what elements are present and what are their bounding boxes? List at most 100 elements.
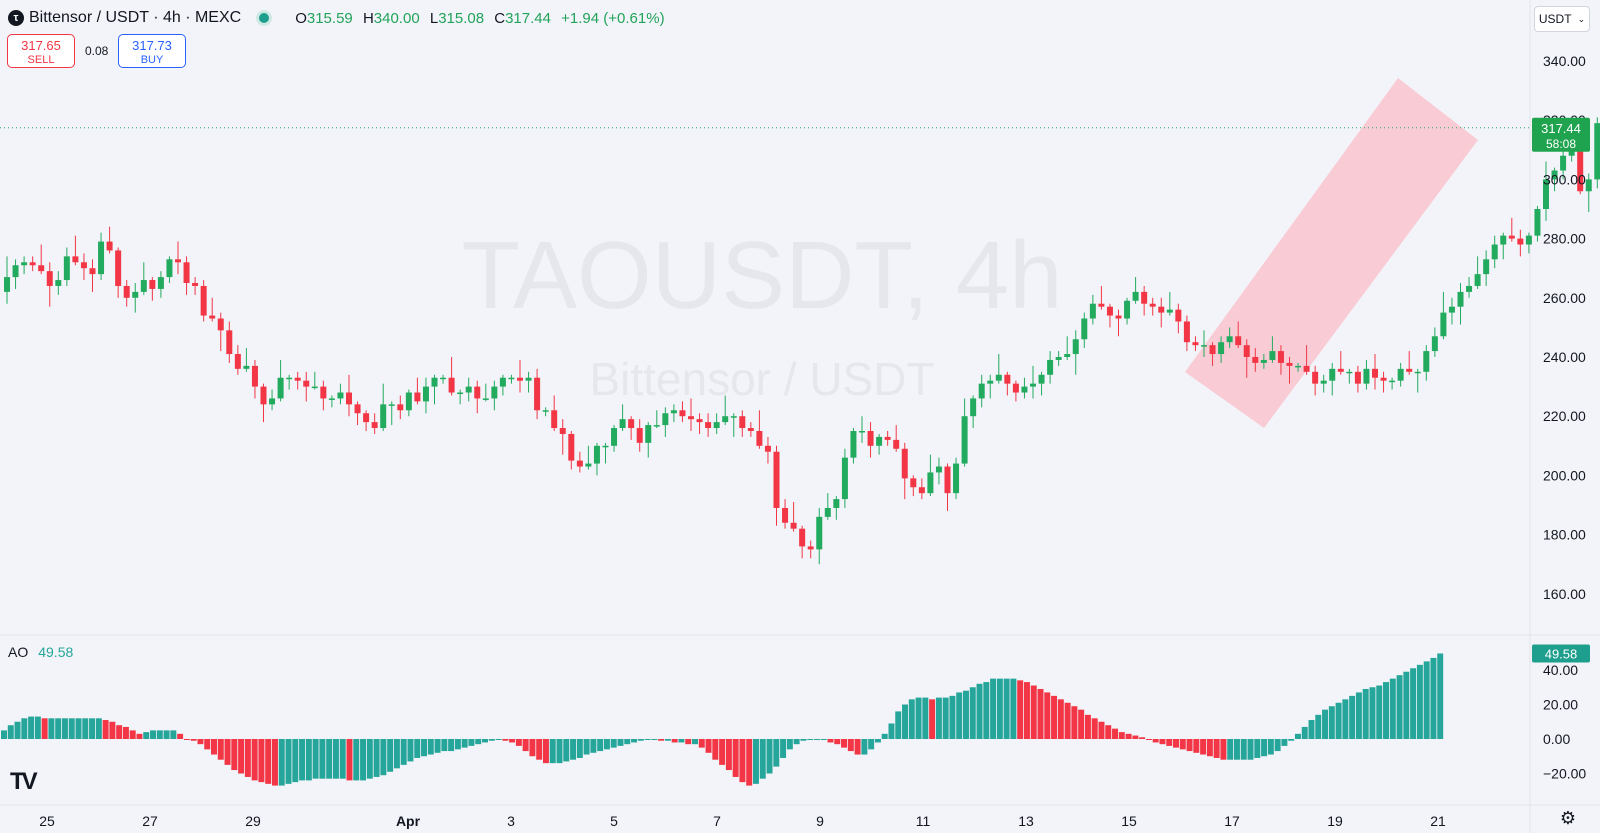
candle-body <box>1303 365 1310 372</box>
candle-body <box>987 380 994 384</box>
ao-bar <box>1084 714 1091 739</box>
candle <box>551 395 558 431</box>
candle-body <box>1372 368 1378 378</box>
candle-body <box>816 516 823 550</box>
candle-body <box>1448 306 1455 313</box>
tradingview-logo-icon[interactable]: TV <box>10 768 38 795</box>
candle <box>1354 365 1361 393</box>
candle <box>824 493 831 520</box>
candle <box>747 422 754 437</box>
candle-body <box>1320 380 1327 384</box>
settings-gear-icon[interactable]: ⚙ <box>1559 808 1576 828</box>
candle <box>1201 330 1207 357</box>
ao-bar <box>1322 709 1329 739</box>
candle <box>260 383 267 423</box>
candle <box>953 457 960 500</box>
ao-tick-label: −20.00 <box>1543 766 1586 782</box>
sell-button[interactable]: 317.65 SELL <box>7 34 75 68</box>
candle <box>1072 330 1079 375</box>
candle-body <box>311 386 318 389</box>
price-tick-label: 340.00 <box>1543 53 1586 69</box>
candle <box>465 377 472 402</box>
ao-bar <box>136 733 143 739</box>
candle <box>12 259 19 289</box>
symbol-logo-icon: τ <box>8 10 24 26</box>
candle-body <box>12 265 19 278</box>
candle <box>1012 380 1019 402</box>
candle <box>884 431 891 446</box>
ao-bar <box>1132 735 1139 739</box>
candle <box>628 416 635 440</box>
candle-body <box>910 478 917 488</box>
candle-body <box>320 386 327 399</box>
indicator-legend[interactable]: AO 49.58 <box>8 644 73 660</box>
ao-bar <box>881 733 888 739</box>
candle-body <box>1517 238 1524 245</box>
candle <box>363 410 370 431</box>
candle <box>1551 167 1558 192</box>
indicator-value: 49.58 <box>38 644 74 660</box>
candle-body <box>1500 235 1507 245</box>
candle <box>1406 351 1413 375</box>
ao-bar <box>238 739 245 774</box>
candle-body <box>346 392 352 405</box>
candle-body <box>619 419 626 429</box>
currency-selector[interactable]: USDT ⌄ <box>1534 6 1590 32</box>
candle-body <box>405 392 412 411</box>
time-tick-label: 29 <box>245 813 261 829</box>
open-value: 315.59 <box>306 9 353 27</box>
ao-bar <box>692 739 698 745</box>
candle <box>935 457 942 485</box>
time-tick-label: 27 <box>142 813 158 829</box>
candle-body <box>200 285 207 316</box>
ao-bar <box>813 739 820 740</box>
ao-bar <box>1369 687 1376 739</box>
ao-bar <box>129 730 136 739</box>
ao-bar <box>929 699 936 739</box>
ao-bar <box>258 739 265 783</box>
candle <box>286 374 293 390</box>
candle-body <box>893 439 900 449</box>
symbol-title[interactable]: Bittensor / USDT · 4h · MEXC <box>29 9 242 26</box>
ao-bar <box>488 739 495 741</box>
ao-bar <box>698 739 705 748</box>
ao-bar <box>908 699 915 739</box>
ao-bar <box>1010 678 1017 739</box>
candle <box>1269 336 1276 363</box>
ao-bar <box>1254 739 1261 758</box>
candle <box>542 407 549 417</box>
candle <box>1337 351 1344 375</box>
ao-bar <box>515 739 522 746</box>
candle-body <box>294 377 301 381</box>
price-tick-label: 160.00 <box>1543 586 1586 602</box>
change-value: +1.94 (+0.61%) <box>561 9 665 27</box>
ao-bar <box>387 739 394 772</box>
ao-bar <box>448 739 455 752</box>
candle-body <box>217 318 224 331</box>
candle <box>1466 277 1473 298</box>
candle <box>1346 368 1353 384</box>
buy-label: BUY <box>140 54 164 66</box>
candle-body <box>63 256 70 281</box>
ao-bar <box>61 718 68 739</box>
candle <box>1115 309 1122 337</box>
candle <box>440 374 447 384</box>
ao-bar <box>1030 685 1037 739</box>
candle <box>1158 297 1165 328</box>
ao-bar <box>366 739 373 779</box>
ao-bar <box>583 739 590 755</box>
candle <box>200 280 207 322</box>
candle <box>183 256 190 295</box>
ao-bar <box>780 739 787 758</box>
indicator-name: AO <box>8 644 29 660</box>
candle-body <box>1260 359 1267 363</box>
candle-body <box>363 413 370 423</box>
candle <box>1021 377 1028 399</box>
buy-button[interactable]: 317.73 BUY <box>118 34 186 68</box>
candle <box>1440 291 1447 340</box>
candle <box>790 502 797 532</box>
candle <box>21 256 28 275</box>
candle-body <box>696 419 703 423</box>
ao-bar <box>468 739 475 746</box>
